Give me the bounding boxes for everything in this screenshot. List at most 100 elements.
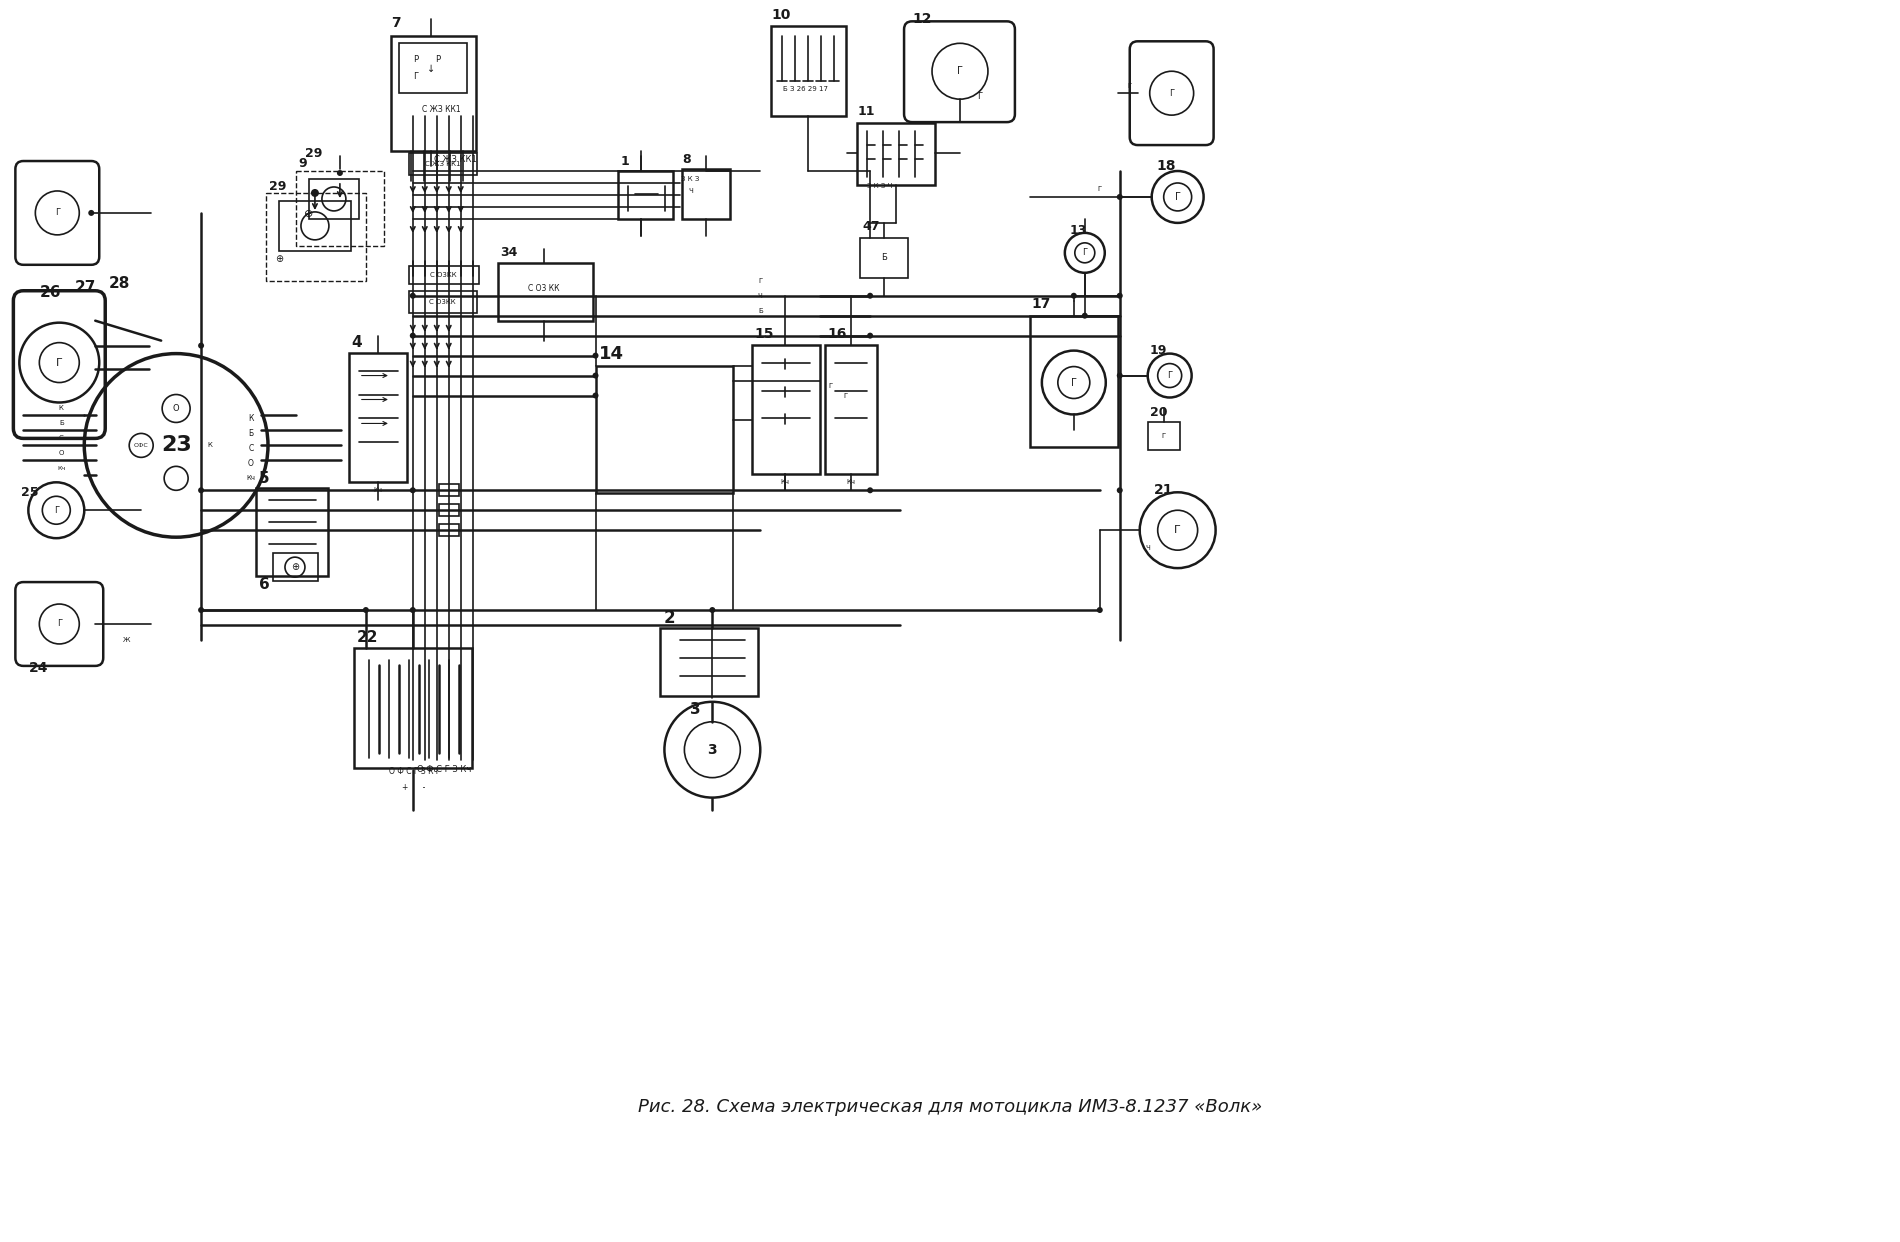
- Text: К: К: [59, 405, 65, 411]
- Text: Г: Г: [977, 92, 982, 101]
- Text: К: К: [207, 442, 213, 448]
- Circle shape: [866, 293, 874, 299]
- Text: 11: 11: [857, 104, 874, 118]
- Text: Б: Б: [59, 421, 65, 426]
- Bar: [439, 504, 458, 517]
- Circle shape: [1117, 194, 1123, 200]
- Circle shape: [593, 353, 598, 359]
- Text: 27: 27: [74, 281, 95, 296]
- Text: Ч: Ч: [1146, 545, 1150, 551]
- Text: О: О: [173, 404, 179, 414]
- Text: 16: 16: [826, 327, 847, 340]
- Bar: [661, 628, 758, 696]
- Text: Г: Г: [1161, 433, 1167, 440]
- Bar: [825, 344, 878, 474]
- Text: Г: Г: [958, 66, 963, 76]
- Text: 2: 2: [663, 609, 674, 627]
- Bar: [391, 36, 475, 152]
- Text: С: С: [249, 443, 253, 453]
- Bar: [256, 488, 329, 576]
- Text: Г: Г: [55, 358, 63, 368]
- Text: 34: 34: [502, 246, 519, 260]
- Bar: [274, 553, 317, 581]
- Text: 25: 25: [21, 486, 38, 499]
- Text: Б: Б: [249, 428, 253, 438]
- Circle shape: [593, 373, 598, 379]
- Text: Г: Г: [1174, 525, 1182, 535]
- Text: С ЖЗ КК1: С ЖЗ КК1: [422, 104, 462, 114]
- Text: Г: Г: [1168, 88, 1174, 98]
- Text: Г: Г: [55, 209, 61, 217]
- Text: 19: 19: [1150, 344, 1167, 358]
- Text: С: С: [59, 436, 65, 441]
- Text: О: О: [249, 458, 255, 468]
- Bar: [408, 153, 477, 175]
- Text: Кч: Кч: [57, 466, 65, 471]
- Text: Б: Б: [882, 253, 887, 262]
- Bar: [266, 193, 367, 281]
- Text: +      -: + -: [403, 784, 426, 792]
- Text: С О3 КК: С О3 КК: [528, 284, 559, 293]
- Bar: [595, 365, 733, 493]
- Text: Г: Г: [844, 392, 847, 399]
- Text: О Ф С Г З Кч: О Ф С Г З Кч: [390, 768, 439, 776]
- Text: Г: Г: [412, 72, 418, 81]
- Text: 13: 13: [1070, 225, 1087, 237]
- Text: 20: 20: [1150, 406, 1167, 419]
- Text: Рис. 28. Схема электрическая для мотоцикла ИМЗ-8.1237 «Волк»: Рис. 28. Схема электрическая для мотоцик…: [638, 1098, 1262, 1115]
- Circle shape: [593, 392, 598, 399]
- Circle shape: [198, 343, 203, 349]
- Text: 47: 47: [863, 220, 880, 233]
- Circle shape: [866, 487, 874, 493]
- Bar: [350, 353, 407, 482]
- Bar: [752, 344, 821, 474]
- Bar: [857, 123, 935, 185]
- Text: 4: 4: [352, 335, 361, 350]
- Text: 3: 3: [707, 743, 716, 756]
- Text: Б: Б: [758, 308, 762, 314]
- Bar: [1148, 422, 1180, 451]
- Text: ОФС: ОФС: [133, 443, 148, 448]
- Text: 18: 18: [1157, 159, 1176, 173]
- Text: Г: Г: [1083, 248, 1087, 257]
- Text: Г: Г: [1167, 371, 1172, 380]
- Bar: [399, 43, 467, 93]
- Text: Г: Г: [53, 505, 59, 514]
- Circle shape: [363, 607, 369, 614]
- Bar: [1030, 315, 1117, 447]
- Text: Б З 26 29 17: Б З 26 29 17: [783, 86, 828, 92]
- Text: 8: 8: [682, 153, 692, 165]
- Text: 23: 23: [162, 436, 192, 456]
- Circle shape: [410, 487, 416, 493]
- Bar: [498, 263, 593, 320]
- Text: 24: 24: [28, 661, 49, 674]
- Circle shape: [709, 607, 714, 614]
- Bar: [296, 171, 384, 246]
- Text: О Ф С Г З Кч: О Ф С Г З Кч: [416, 765, 471, 774]
- Text: 9: 9: [298, 156, 306, 169]
- Bar: [439, 524, 458, 537]
- Circle shape: [866, 333, 874, 339]
- Text: Г: Г: [1129, 83, 1132, 89]
- Text: Ч: Ч: [758, 293, 762, 299]
- Text: 15: 15: [754, 327, 773, 340]
- Text: Г: Г: [828, 383, 832, 389]
- Circle shape: [1117, 293, 1123, 299]
- Circle shape: [198, 487, 203, 493]
- Text: 3: 3: [690, 702, 701, 718]
- Text: 1: 1: [621, 154, 629, 168]
- Bar: [353, 648, 471, 768]
- Text: С ЖЗ КК1: С ЖЗ КК1: [426, 161, 460, 166]
- Text: С О3КК: С О3КК: [431, 272, 458, 278]
- Text: 29: 29: [270, 180, 287, 194]
- Text: Г: Г: [1098, 186, 1102, 193]
- Text: З К З Ч: З К З Ч: [868, 183, 893, 189]
- Text: Г: Г: [1174, 193, 1180, 202]
- Text: Ж: Ж: [122, 637, 129, 643]
- Circle shape: [1117, 373, 1123, 379]
- Text: 22: 22: [357, 631, 378, 646]
- Text: С О3КК: С О3КК: [429, 299, 456, 304]
- Circle shape: [1072, 293, 1077, 299]
- Circle shape: [410, 293, 416, 299]
- Bar: [408, 266, 479, 283]
